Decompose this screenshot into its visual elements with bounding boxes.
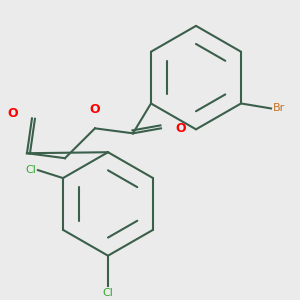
Text: Br: Br [273,103,285,113]
Text: Cl: Cl [25,165,36,175]
Text: O: O [90,103,100,116]
Text: Cl: Cl [103,287,113,298]
Text: O: O [175,122,186,135]
Text: O: O [7,107,18,120]
